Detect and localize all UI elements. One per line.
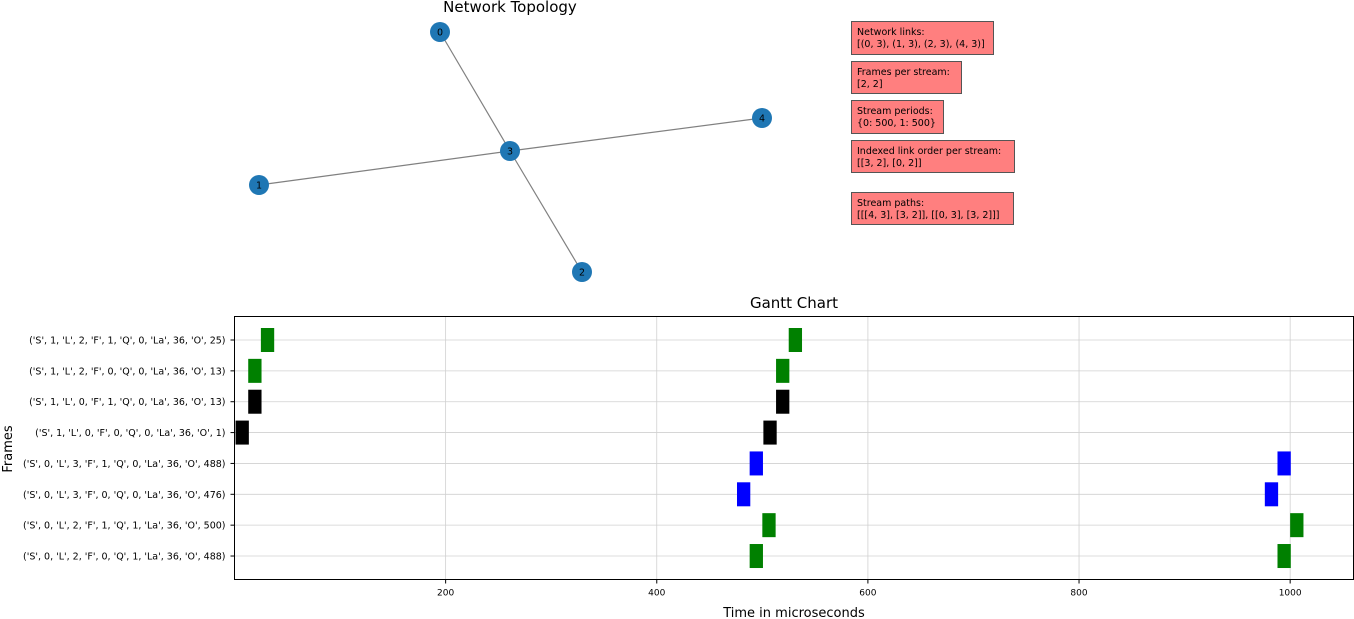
gantt-bar-frame-7-1 — [1277, 544, 1291, 569]
info-box-line: Network links: — [857, 27, 925, 38]
gantt-frame-label: ('S', 1, 'L', 2, 'F', 0, 'Q', 0, 'La', 3… — [29, 366, 225, 377]
info-box-0: Network links:[(0, 3), (1, 3), (2, 3), (… — [851, 21, 994, 55]
gantt-bar-frame-0-1 — [788, 328, 803, 352]
info-box-line: [2, 2] — [857, 79, 883, 90]
info-box-line: Frames per stream: — [857, 67, 950, 78]
gantt-bar-frame-3-1 — [763, 420, 777, 445]
gantt-xtick-label: 400 — [648, 589, 665, 599]
gantt-bar-frame-1-1 — [776, 358, 790, 383]
topology-node-circle — [249, 175, 269, 195]
gantt-frame-label: ('S', 0, 'L', 2, 'F', 1, 'Q', 1, 'La', 3… — [23, 521, 225, 532]
topology-node-label: 1 — [256, 181, 262, 192]
gantt-bar-frame-0-0 — [260, 328, 275, 352]
gantt-bar-frame-4-0 — [749, 451, 763, 476]
topology-edges — [258, 31, 763, 273]
info-box-line: [(0, 3), (1, 3), (2, 3), (4, 3)] — [857, 39, 985, 50]
info-box-line: Stream periods: — [857, 106, 933, 117]
info-box-line: {0: 500, 1: 500} — [857, 118, 936, 129]
gantt-bars — [235, 328, 1304, 569]
topology-edge-0-3 — [439, 31, 511, 152]
gantt-bar-frame-5-1 — [1264, 482, 1279, 507]
info-box-line: [[3, 2], [0, 2]] — [857, 158, 922, 169]
info-box-line: [[[4, 3], [3, 2]], [[0, 3], [3, 2]]] — [857, 210, 1000, 221]
topology-node-label: 4 — [759, 114, 765, 125]
topology-node-circle — [572, 262, 592, 282]
topology-node-1: 1 — [249, 175, 269, 195]
info-boxes: Network links:[(0, 3), (1, 3), (2, 3), (… — [851, 21, 1015, 225]
info-box-bg — [851, 21, 994, 55]
gantt-xtick-label: 1000 — [1279, 589, 1302, 599]
gantt-bar-frame-7-0 — [749, 544, 763, 569]
topology-edge-2-3 — [509, 150, 583, 273]
topology-node-0: 0 — [430, 22, 450, 42]
gantt-bar-frame-2-1 — [776, 389, 790, 414]
info-box-line: Indexed link order per stream: — [857, 146, 1001, 157]
gantt-frame-label: ('S', 1, 'L', 2, 'F', 1, 'Q', 0, 'La', 3… — [29, 336, 225, 347]
gantt-xtick-label: 600 — [859, 589, 876, 599]
topology-title: Network Topology — [443, 0, 577, 16]
info-box-2: Stream periods:{0: 500, 1: 500} — [851, 100, 944, 134]
gantt-x-axis-label: Time in microseconds — [722, 606, 865, 619]
info-box-bg — [851, 192, 1014, 225]
gantt-frame-label: ('S', 0, 'L', 3, 'F', 0, 'Q', 0, 'La', 3… — [23, 490, 225, 501]
topology-edge-1-3 — [258, 150, 511, 186]
gantt-bar-frame-4-1 — [1277, 451, 1291, 476]
gantt-grid — [234, 316, 1354, 580]
gantt-frame-label: ('S', 1, 'L', 0, 'F', 1, 'Q', 0, 'La', 3… — [29, 397, 225, 408]
topology-edge-4-3 — [509, 117, 763, 152]
info-box-line: Stream paths: — [857, 198, 924, 209]
info-box-bg — [851, 140, 1015, 173]
gantt-y-axis-label: Frames — [1, 425, 16, 473]
gantt-plot-frame — [234, 316, 1354, 580]
topology-node-2: 2 — [572, 262, 592, 282]
gantt-x-ticks: 200 400 600 800 1000 — [437, 579, 1302, 599]
topology-node-circle — [430, 22, 450, 42]
topology-nodes: 0 1 2 3 4 — [249, 22, 772, 282]
topology-node-circle — [752, 108, 772, 128]
gantt-frame-label: ('S', 0, 'L', 3, 'F', 1, 'Q', 0, 'La', 3… — [23, 459, 225, 470]
topology-node-label: 0 — [437, 28, 443, 39]
topology-node-label: 3 — [507, 147, 513, 158]
gantt-bar-frame-6-1 — [1290, 513, 1304, 538]
gantt-y-ticks: ('S', 1, 'L', 2, 'F', 1, 'Q', 0, 'La', 3… — [23, 336, 235, 563]
gantt-xtick-label: 800 — [1070, 589, 1087, 599]
info-box-4: Stream paths: [[[4, 3], [3, 2]], [[0, 3]… — [851, 192, 1014, 225]
topology-node-label: 2 — [579, 268, 585, 279]
topology-node-4: 4 — [752, 108, 772, 128]
info-box-1: Frames per stream:[2, 2] — [851, 61, 962, 94]
topology-node-3: 3 — [500, 141, 520, 161]
gantt-xtick-label: 200 — [437, 589, 454, 599]
gantt-bar-frame-5-0 — [736, 482, 751, 507]
gantt-bar-frame-2-0 — [248, 389, 262, 414]
gantt-bar-frame-6-0 — [762, 513, 776, 538]
gantt-title: Gantt Chart — [750, 294, 838, 312]
gantt-bar-frame-3-0 — [235, 420, 249, 445]
info-box-bg — [851, 100, 944, 134]
info-box-3: Indexed link order per stream: [[3, 2], … — [851, 140, 1015, 173]
gantt-bar-frame-1-0 — [248, 358, 262, 383]
gantt-frame-label: ('S', 1, 'L', 0, 'F', 0, 'Q', 0, 'La', 3… — [35, 428, 225, 439]
topology-node-circle — [500, 141, 520, 161]
info-box-bg — [851, 61, 962, 94]
gantt-frame-label: ('S', 0, 'L', 2, 'F', 0, 'Q', 1, 'La', 3… — [23, 552, 225, 563]
